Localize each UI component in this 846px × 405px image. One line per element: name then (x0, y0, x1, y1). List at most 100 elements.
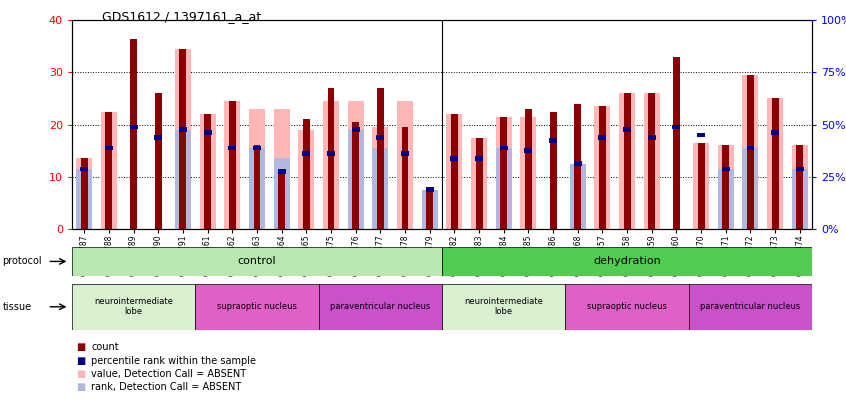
Bar (348, 101, 364, 229)
Bar (277, 169, 286, 174)
Bar (204, 114, 211, 229)
Bar (743, 75, 759, 229)
Bar (500, 117, 508, 229)
Bar (442, 284, 565, 330)
Bar (106, 111, 113, 229)
Text: rank, Detection Call = ABSENT: rank, Detection Call = ABSENT (91, 382, 242, 392)
Bar (179, 49, 186, 229)
Bar (155, 93, 162, 229)
Bar (372, 127, 388, 229)
Bar (72, 247, 442, 276)
Bar (767, 98, 783, 229)
Bar (303, 119, 310, 229)
Bar (450, 156, 459, 161)
Text: neurointermediate
lobe: neurointermediate lobe (94, 297, 173, 316)
Bar (496, 117, 512, 229)
Bar (101, 111, 117, 229)
Bar (348, 130, 364, 229)
Bar (717, 169, 733, 229)
Bar (689, 284, 812, 330)
Text: supraoptic nucleus: supraoptic nucleus (217, 302, 297, 311)
Bar (792, 169, 808, 229)
Text: ■: ■ (76, 342, 85, 352)
Bar (323, 101, 339, 229)
Bar (376, 88, 384, 229)
Text: neurointermediate
lobe: neurointermediate lobe (464, 297, 543, 316)
Bar (76, 158, 92, 229)
Bar (717, 145, 733, 229)
Bar (175, 130, 191, 229)
Bar (426, 188, 434, 192)
Text: GDS1612 / 1397161_a_at: GDS1612 / 1397161_a_at (102, 10, 261, 23)
Bar (697, 132, 705, 137)
Bar (72, 284, 195, 330)
Bar (598, 135, 607, 140)
Bar (195, 284, 319, 330)
Bar (302, 151, 310, 156)
Bar (254, 145, 261, 229)
Bar (747, 75, 754, 229)
Bar (746, 146, 755, 150)
Bar (644, 93, 660, 229)
Bar (421, 190, 437, 229)
Bar (76, 169, 92, 229)
Bar (249, 148, 265, 229)
Text: dehydration: dehydration (593, 256, 661, 266)
Bar (372, 148, 388, 229)
Bar (475, 156, 483, 161)
Bar (743, 148, 759, 229)
Bar (796, 145, 804, 229)
Bar (496, 148, 512, 229)
Bar (520, 117, 536, 229)
Bar (154, 135, 162, 140)
Bar (352, 128, 360, 132)
Bar (772, 130, 779, 135)
Text: protocol: protocol (3, 256, 42, 266)
Bar (442, 247, 812, 276)
Bar (175, 49, 191, 229)
Bar (693, 143, 709, 229)
Bar (273, 158, 289, 229)
Bar (525, 109, 532, 229)
Text: value, Detection Call = ABSENT: value, Detection Call = ABSENT (91, 369, 246, 379)
Bar (569, 164, 585, 229)
Bar (80, 158, 88, 229)
Bar (376, 135, 384, 140)
Bar (327, 88, 334, 229)
Bar (772, 98, 778, 229)
Text: control: control (238, 256, 277, 266)
Bar (319, 284, 442, 330)
Text: tissue: tissue (3, 302, 31, 312)
Bar (673, 125, 680, 130)
Bar (80, 166, 88, 171)
Bar (550, 111, 557, 229)
Bar (525, 148, 532, 153)
Bar (574, 161, 582, 166)
Bar (426, 187, 433, 229)
Bar (352, 122, 359, 229)
Bar (619, 93, 635, 229)
Bar (105, 146, 113, 150)
Bar (299, 130, 315, 229)
Bar (228, 146, 236, 150)
Text: ■: ■ (76, 369, 85, 379)
Bar (401, 151, 409, 156)
Bar (204, 130, 212, 135)
Bar (130, 38, 137, 229)
Bar (648, 135, 656, 140)
Bar (273, 109, 289, 229)
Text: ■: ■ (76, 382, 85, 392)
Bar (648, 93, 655, 229)
Bar (624, 93, 630, 229)
Bar (451, 114, 458, 229)
Bar (278, 174, 285, 229)
Bar (599, 106, 606, 229)
Bar (500, 146, 508, 150)
Text: percentile rank within the sample: percentile rank within the sample (91, 356, 256, 366)
Bar (253, 146, 261, 150)
Bar (624, 128, 631, 132)
Bar (722, 145, 729, 229)
Bar (249, 109, 265, 229)
Bar (129, 125, 138, 130)
Bar (179, 128, 187, 132)
